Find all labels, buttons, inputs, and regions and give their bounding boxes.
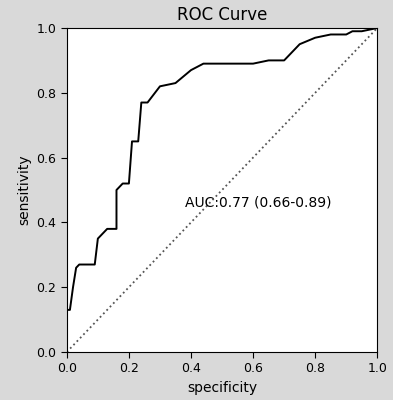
Y-axis label: sensitivity: sensitivity	[17, 155, 31, 225]
Title: ROC Curve: ROC Curve	[177, 6, 267, 24]
Text: AUC:0.77 (0.66-0.89): AUC:0.77 (0.66-0.89)	[185, 196, 331, 210]
X-axis label: specificity: specificity	[187, 381, 257, 395]
